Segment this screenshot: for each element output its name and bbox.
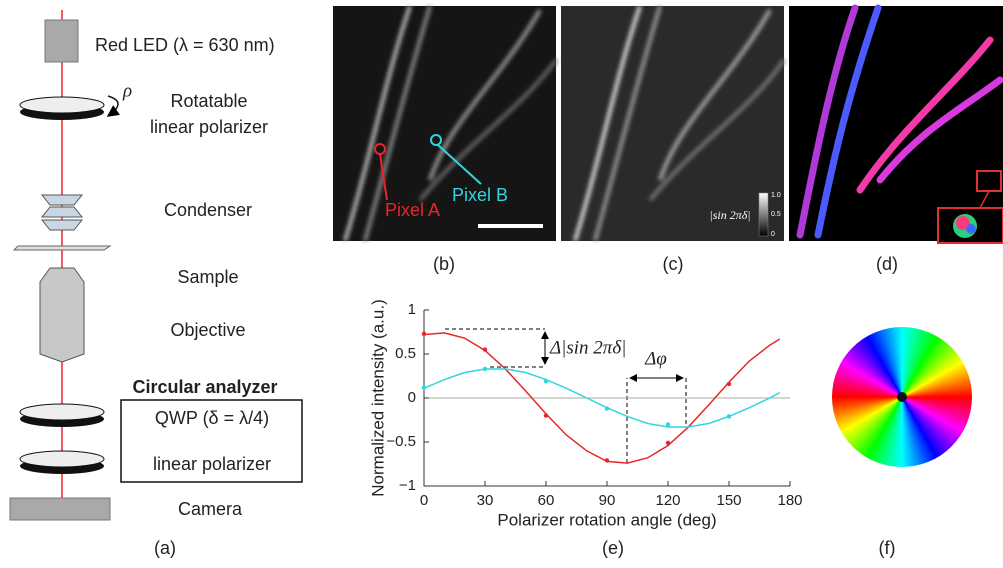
data-point bbox=[665, 422, 671, 427]
led-label: Red LED (λ = 630 nm) bbox=[95, 35, 275, 55]
polarizer-label: linear polarizer bbox=[150, 117, 268, 137]
wheel-center bbox=[897, 392, 907, 402]
data-point bbox=[543, 379, 549, 384]
y-tick-label: 1 bbox=[408, 301, 416, 318]
colorbar-tick: 0 bbox=[771, 231, 775, 238]
data-point bbox=[482, 347, 488, 352]
retardance-image bbox=[561, 5, 786, 242]
panel-label: (b) bbox=[433, 254, 455, 274]
microscopy-image bbox=[333, 5, 558, 242]
camera-label: Camera bbox=[178, 499, 243, 519]
annotation-lines bbox=[445, 328, 687, 463]
annotation: Δφ bbox=[644, 348, 667, 369]
optical-setup bbox=[9, 10, 303, 521]
panel-label: (f) bbox=[879, 538, 896, 558]
x-tick-label: 180 bbox=[777, 492, 802, 509]
rho-label: ρ bbox=[122, 80, 132, 101]
data-point bbox=[482, 366, 488, 372]
x-tick-label: 120 bbox=[655, 492, 680, 509]
data-point bbox=[604, 406, 610, 411]
data-point bbox=[421, 385, 427, 390]
x-axis-label: Polarizer rotation angle (deg) bbox=[497, 510, 716, 529]
orientation-image bbox=[789, 4, 1003, 244]
condenser-label: Condenser bbox=[164, 200, 252, 220]
y-tick-label: −0.5 bbox=[386, 433, 416, 450]
x-tick-label: 60 bbox=[538, 492, 555, 509]
polarizer-label: Rotatable bbox=[170, 91, 247, 111]
panel-label: (d) bbox=[876, 254, 898, 274]
colorbar-tick: 1.0 bbox=[771, 192, 781, 199]
sample-label: Sample bbox=[177, 267, 238, 287]
panel-label: (c) bbox=[663, 254, 684, 274]
data-point bbox=[604, 458, 610, 463]
y-tick-label: −1 bbox=[399, 477, 416, 494]
pixel-a-label: Pixel A bbox=[385, 200, 440, 220]
data-point bbox=[543, 413, 549, 418]
data-point bbox=[665, 440, 671, 446]
data-point bbox=[726, 381, 732, 387]
polarizer-label: linear polarizer bbox=[153, 454, 271, 474]
objective-label: Objective bbox=[170, 320, 245, 340]
panel-label: (a) bbox=[154, 538, 176, 558]
qwp-label: QWP (δ = λ/4) bbox=[155, 408, 269, 428]
y-tick-label: 0 bbox=[408, 389, 416, 406]
analyzer-label: Circular analyzer bbox=[132, 377, 277, 397]
x-tick-label: 0 bbox=[420, 492, 428, 509]
x-tick-label: 90 bbox=[599, 492, 616, 509]
y-axis-label: Normalized intensity (a.u.) bbox=[368, 299, 387, 496]
x-tick-label: 150 bbox=[716, 492, 741, 509]
annotation: Δ|sin 2πδ| bbox=[549, 337, 626, 358]
colorbar-title: |sin 2πδ| bbox=[709, 208, 750, 222]
pixel-b-label: Pixel B bbox=[452, 185, 508, 205]
data-point bbox=[421, 331, 427, 336]
y-tick-label: 0.5 bbox=[395, 345, 416, 362]
x-tick-label: 30 bbox=[477, 492, 494, 509]
colorbar-tick: 0.5 bbox=[771, 211, 781, 218]
panel-label: (e) bbox=[602, 538, 624, 558]
data-point bbox=[726, 414, 732, 419]
